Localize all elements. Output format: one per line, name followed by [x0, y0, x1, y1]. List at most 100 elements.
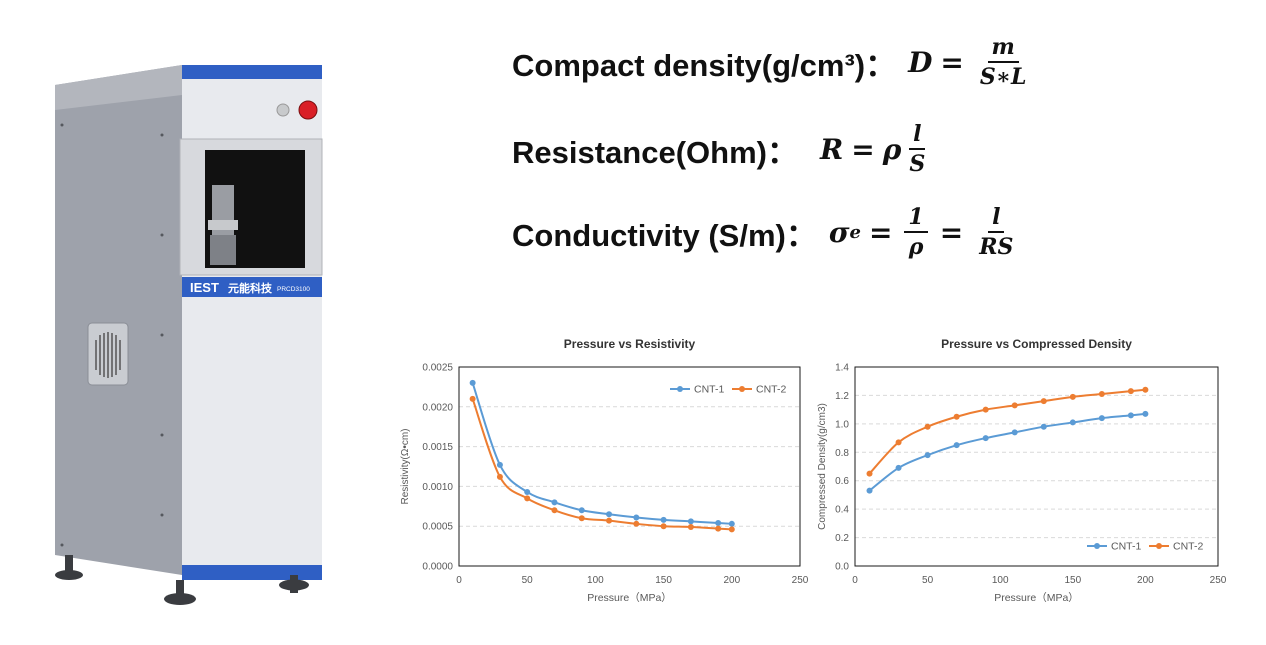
resistance-formula: Resistance(Ohm)： R = ρ l S [512, 122, 933, 176]
formula-subscript: e [849, 221, 861, 243]
x-axis-label: Pressure（MPa） [587, 592, 672, 604]
formula-fraction: l RS [979, 204, 1014, 261]
data-point [660, 523, 667, 530]
data-point [895, 439, 902, 446]
formula-fraction: 1 ρ [904, 205, 928, 259]
x-tick-label: 250 [792, 575, 809, 586]
chart-title: Pressure vs Resistivity [564, 337, 696, 351]
legend-item: CNT-1 [670, 384, 724, 396]
data-point [687, 523, 694, 530]
x-tick-label: 0 [852, 575, 858, 586]
data-point [633, 520, 640, 527]
y-axis-label: Compressed Density(g/cm3) [817, 403, 828, 530]
x-tick-label: 150 [1064, 575, 1081, 586]
legend-item: CNT-1 [1087, 541, 1141, 553]
formula-fraction: m S∗L [979, 34, 1027, 91]
data-point [866, 487, 873, 494]
y-tick-label: 0.0010 [422, 482, 453, 493]
plot-frame [854, 366, 1219, 567]
data-point [660, 516, 667, 523]
data-point [715, 520, 722, 527]
legend-item: CNT-2 [732, 384, 786, 396]
data-point [551, 507, 558, 514]
y-tick-label: 1.4 [835, 363, 849, 374]
x-tick-label: 0 [456, 575, 462, 586]
data-point [578, 507, 585, 514]
series-line-cnt-2 [471, 398, 732, 531]
data-point [496, 461, 503, 468]
brand-label-strip [182, 277, 322, 297]
brand-logo: IEST [190, 280, 219, 295]
legend-marker [677, 386, 683, 392]
data-point [524, 488, 531, 495]
x-tick-label: 150 [655, 575, 672, 586]
y-tick-label: 0.6 [835, 476, 849, 487]
formula-label: Compact density(g/cm³)： [512, 47, 897, 83]
data-point [924, 452, 931, 459]
legend-item: CNT-2 [1149, 541, 1203, 553]
resistivity-chart: Pressure vs Resistivity 0.0000 0.0005 0.001… [400, 337, 809, 604]
legend-label: CNT-1 [694, 384, 724, 396]
data-point [606, 511, 613, 518]
y-tick-label: 1.2 [835, 391, 849, 402]
formula-symbol: R [819, 132, 844, 166]
series-line-cnt-1 [868, 412, 1146, 492]
data-point [1011, 429, 1018, 436]
data-point [1069, 393, 1076, 400]
data-point [1142, 410, 1149, 417]
formula-fraction: l S [909, 121, 926, 178]
model-number: PRCD3100 [277, 286, 310, 293]
y-tick-label: 0.0005 [422, 522, 453, 533]
data-point [578, 515, 585, 522]
density-chart: Pressure vs Compressed Density 0.0 0.2 0.4 0… [817, 337, 1227, 604]
legend-marker [1094, 543, 1100, 549]
data-point [1127, 388, 1134, 395]
data-point [982, 435, 989, 442]
machine-side-panel [55, 65, 182, 575]
y-tick-label: 0.0000 [422, 562, 453, 573]
compact-density-formula: Compact density(g/cm³)： D = m S∗L [512, 34, 1034, 91]
formula-label: Conductivity (S/m)： [512, 217, 817, 253]
x-tick-label: 200 [1137, 575, 1154, 586]
data-point [1127, 412, 1134, 419]
legend-label: CNT-1 [1111, 541, 1141, 553]
data-point [469, 379, 476, 386]
formula-label: Resistance(Ohm)： [512, 134, 798, 170]
indicator-light [276, 103, 290, 117]
data-point [1040, 423, 1047, 430]
data-point [895, 464, 902, 471]
machine-feet [55, 555, 309, 605]
data-point [982, 406, 989, 413]
data-point [866, 470, 873, 477]
data-point [924, 423, 931, 430]
machine-bottom-band [182, 565, 322, 580]
legend-marker [1156, 543, 1162, 549]
x-tick-label: 50 [922, 575, 934, 586]
legend-marker [739, 386, 745, 392]
data-point [469, 395, 476, 402]
data-point [1069, 419, 1076, 426]
y-tick-label: 0.0015 [422, 442, 453, 453]
y-tick-label: 0.8 [835, 448, 849, 459]
data-point [606, 517, 613, 524]
x-tick-label: 100 [992, 575, 1009, 586]
x-tick-label: 100 [587, 575, 604, 586]
data-point [1011, 402, 1018, 409]
data-point [728, 520, 735, 527]
plot-frame [458, 366, 801, 567]
data-point [1040, 398, 1047, 405]
x-tick-label: 250 [1210, 575, 1227, 586]
data-point [524, 495, 531, 502]
data-point [953, 413, 960, 420]
instrument-image: IEST 元能科技 PRCD3100 [55, 65, 323, 605]
data-point [715, 525, 722, 532]
x-tick-label: 200 [723, 575, 740, 586]
data-point [496, 473, 503, 480]
series-line-cnt-1 [471, 382, 732, 525]
brand-name-cn: 元能科技 [228, 281, 273, 295]
emergency-stop-button [298, 100, 318, 120]
data-point [1098, 391, 1105, 398]
formula-symbol: σ [828, 215, 850, 249]
formula-symbol: D [908, 45, 933, 79]
y-tick-label: 0.2 [835, 533, 849, 544]
